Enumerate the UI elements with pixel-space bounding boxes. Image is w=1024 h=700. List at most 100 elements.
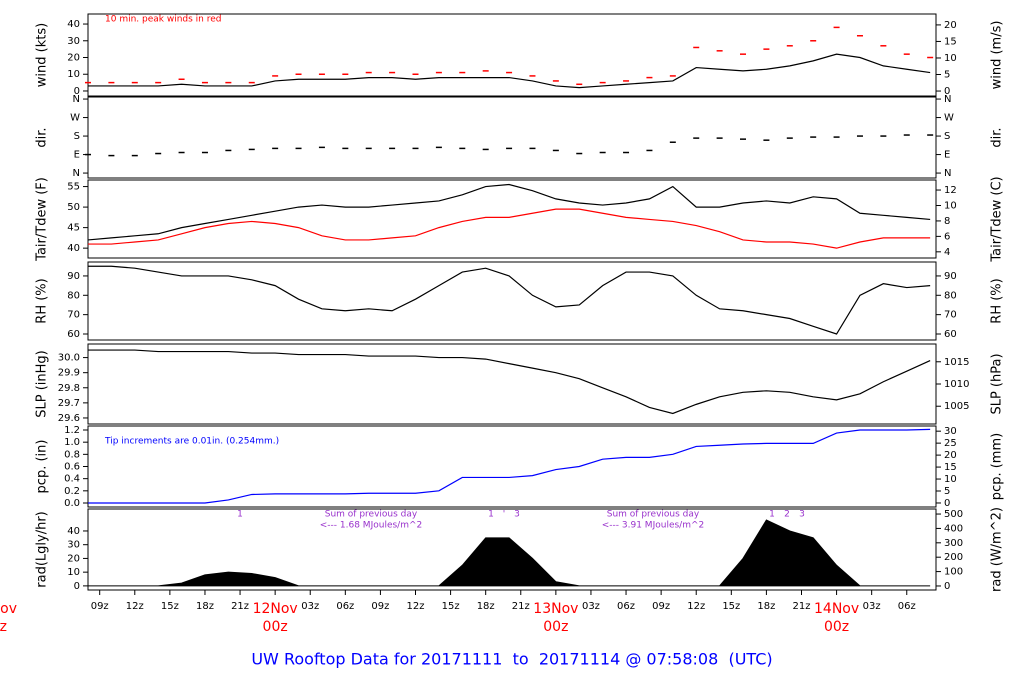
y2-tick-label: 70 [944, 310, 957, 321]
x-tick-label: 00z [263, 619, 288, 635]
x-tick-label: 03z [301, 601, 319, 612]
day-label: 14Nov [814, 601, 859, 617]
y-tick-label: 29.9 [58, 368, 80, 379]
x-tick-label: 15z [722, 601, 740, 612]
y2-tick-label: 12 [944, 185, 957, 196]
x-tick-label: 09z [371, 601, 389, 612]
y-tick-label: 10 [67, 567, 80, 578]
chart-title: UW Rooftop Data for 20171111 to 20171114… [251, 650, 772, 669]
y-tick-label: 30 [67, 540, 80, 551]
y2-tick-label: 90 [944, 271, 957, 282]
annotation: Sum of previous day [607, 510, 700, 520]
x-tick-label: 06z [336, 601, 354, 612]
x-tick-label: 00z [0, 619, 7, 635]
x-tick-label: 12z [687, 601, 705, 612]
y-tick-label: 1.0 [64, 437, 80, 448]
y2-tick-label: 5 [944, 70, 950, 81]
y2-tick-label: 1010 [944, 379, 969, 390]
y2-tick-label: 15 [944, 36, 957, 47]
y2-tick-label: 20 [944, 450, 957, 461]
x-tick-label: 00z [824, 619, 849, 635]
annotation: 1 [769, 510, 775, 520]
y-tick-label: 45 [67, 223, 80, 234]
y-tick-label: 0.4 [64, 474, 80, 485]
y2-tick-label: 4 [944, 247, 950, 258]
panel-frame [87, 96, 937, 179]
y-tick-label: 70 [67, 310, 80, 321]
y-tick-label: 30.0 [58, 353, 80, 364]
y2-axis-label: RH (%) [990, 278, 1005, 323]
y2-axis-label: dir. [990, 127, 1005, 147]
y-tick-label: 1.2 [64, 425, 80, 436]
panel-frame [87, 179, 937, 259]
annotation: 1 [237, 510, 243, 520]
x-tick-label: 03z [582, 601, 600, 612]
y-tick-label: 30 [67, 36, 80, 47]
y-tick-label: 20 [67, 53, 80, 64]
y-tick-label: 0.6 [64, 462, 80, 473]
x-tick-label: 15z [442, 601, 460, 612]
y-tick-label: S [74, 131, 80, 142]
y2-axis-label: wind (m/s) [990, 21, 1005, 90]
y2-tick-label: 1005 [944, 401, 969, 412]
annotation: 10 min. peak winds in red [105, 15, 222, 25]
x-tick-label: 09z [91, 601, 109, 612]
y-tick-label: N [73, 94, 80, 105]
y2-tick-label: 500 [944, 509, 963, 520]
y-tick-label: 40 [67, 526, 80, 537]
y-tick-label: 10 [67, 69, 80, 80]
y2-tick-label: E [944, 150, 950, 161]
x-tick-label: 12z [407, 601, 425, 612]
y-axis-label: Tair/Tdew (F) [35, 177, 50, 262]
y2-tick-label: 6 [944, 231, 950, 242]
x-tick-label: 18z [477, 601, 495, 612]
data-line [88, 53, 931, 89]
annotation: Sum of previous day [325, 510, 418, 520]
y-axis-label: wind (kts) [35, 23, 50, 87]
data-line [88, 208, 931, 249]
y2-axis-label: pcp. (mm) [990, 433, 1005, 500]
y-axis-label: SLP (inHg) [35, 350, 50, 418]
annotation: <--- 1.68 MJoules/m^2 [320, 521, 422, 531]
y-axis-label: dir. [35, 127, 50, 147]
data-line [88, 428, 931, 504]
annotation: 2 [784, 510, 790, 520]
y-tick-label: W [70, 113, 80, 124]
y2-tick-label: 10 [944, 200, 957, 211]
x-tick-label: 18z [196, 601, 214, 612]
y-tick-label: 0.8 [64, 449, 80, 460]
y-tick-label: 80 [67, 290, 80, 301]
annotation: Tip increments are 0.01in. (0.254mm.) [104, 437, 279, 447]
panel-frame [87, 261, 937, 341]
y-tick-label: N [73, 168, 80, 179]
y-tick-label: 40 [67, 19, 80, 30]
y2-tick-label: 300 [944, 538, 963, 549]
annotation: 1 [488, 510, 494, 520]
panel-frame [87, 13, 937, 97]
y2-tick-label: 10 [944, 474, 957, 485]
y2-tick-label: 80 [944, 290, 957, 301]
y-tick-label: 50 [67, 202, 80, 213]
y2-tick-label: N [944, 168, 951, 179]
y-tick-label: 90 [67, 271, 80, 282]
y2-tick-label: 0 [944, 86, 950, 97]
data-area [88, 519, 931, 587]
y2-tick-label: 25 [944, 438, 957, 449]
y-tick-label: 29.8 [58, 383, 80, 394]
annotation: 3 [799, 510, 805, 520]
x-tick-label: 12z [126, 601, 144, 612]
x-tick-label: 06z [898, 601, 916, 612]
x-tick-label: 18z [757, 601, 775, 612]
annotation: 3 [514, 510, 520, 520]
y2-tick-label: 0 [944, 498, 950, 509]
x-tick-label: 00z [543, 619, 568, 635]
y-tick-label: 40 [67, 243, 80, 254]
x-tick-label: 21z [512, 601, 530, 612]
y-axis-label: RH (%) [35, 278, 50, 323]
y-tick-label: 29.7 [58, 398, 80, 409]
y-tick-label: 0 [74, 86, 80, 97]
y2-tick-label: 200 [944, 552, 963, 563]
y-tick-label: 29.6 [58, 413, 80, 424]
